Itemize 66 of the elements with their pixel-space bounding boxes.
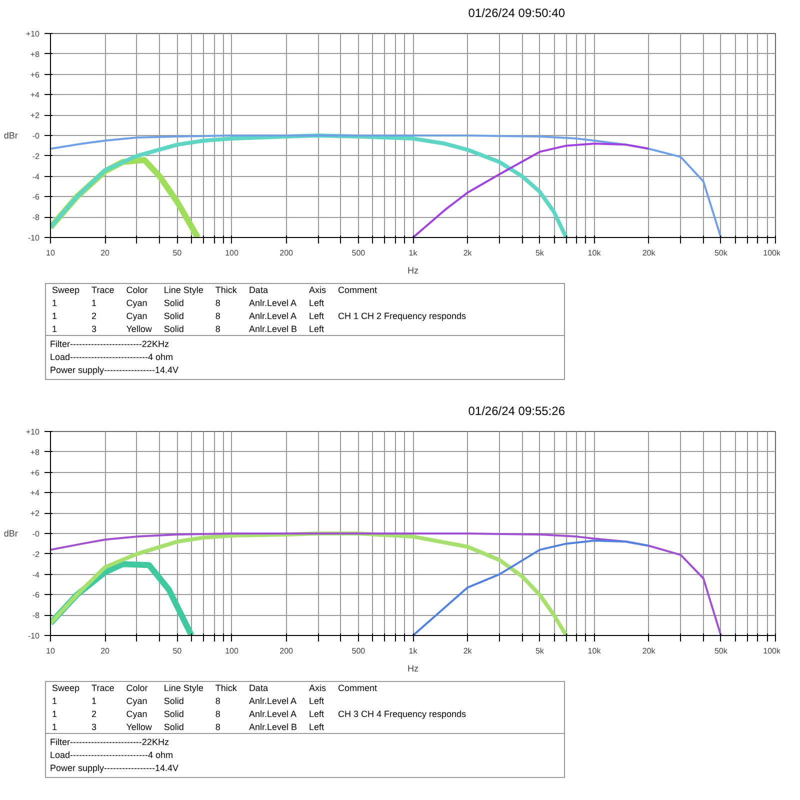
text: 1 2 Cyan Solid 8 Anlr.Level A Left CH 1 CH 2 Frequency responds — [52, 310, 466, 321]
y-tick-label: -6 — [32, 192, 40, 202]
text: 1 3 Yellow Solid 8 Anlr.Level B Left — [52, 722, 324, 732]
chart-title: 01/26/24 09:50:40 — [467, 5, 565, 22]
x-tick-label: 10 — [46, 646, 56, 656]
y-axis-title: dBr — [4, 528, 18, 538]
x-tick-label: 20 — [100, 646, 110, 656]
y-axis-title: dBr — [4, 130, 18, 140]
x-tick-label: 100 — [225, 248, 239, 258]
text: Sweep Trace Color Line Style Thick Data Axis Comment — [52, 285, 377, 295]
x-tick-label: 5k — [535, 646, 545, 656]
x-tick-label: 50k — [714, 646, 728, 656]
text: 1 3 Yellow Solid 8 Anlr.Level B Left — [52, 324, 324, 334]
y-tick-label: -4 — [32, 570, 40, 580]
x-tick-label: 2k — [463, 248, 473, 258]
y-tick-label: +10 — [26, 30, 40, 38]
y-tick-label: -8 — [32, 213, 40, 222]
x-tick-label: 20k — [642, 646, 656, 656]
y-tick-label: +2 — [30, 111, 40, 120]
text: 1 1 Cyan Solid 8 Anlr.Level A Left — [52, 298, 324, 308]
x-tick-label: 50 — [172, 248, 182, 258]
text: Power supply-----------------14.4V — [50, 365, 178, 376]
x-axis-title: Hz — [408, 664, 419, 674]
x-tick-label: 200 — [280, 248, 294, 258]
text: Filter------------------------22KHz — [50, 339, 169, 350]
x-tick-label: 10k — [588, 248, 602, 258]
y-tick-label: -2 — [32, 152, 40, 161]
x-axis-title: Hz — [408, 266, 419, 276]
x-tick-label: 100 — [225, 646, 239, 656]
x-tick-label: 1k — [408, 248, 418, 258]
text: Load--------------------------4 ohm — [50, 750, 173, 760]
x-tick-label: 10k — [588, 646, 602, 656]
y-tick-label: +6 — [30, 70, 40, 80]
x-tick-label: 10 — [46, 248, 56, 258]
y-tick-label: +4 — [30, 90, 40, 100]
text: Sweep Trace Color Line Style Thick Data Axis Comment — [52, 683, 377, 693]
x-tick-label: 50k — [714, 248, 728, 258]
chart-title: 01/26/24 09:55:26 — [467, 403, 565, 420]
x-tick-label: 2k — [463, 646, 473, 656]
text: Load--------------------------4 ohm — [50, 352, 173, 362]
x-tick-label: 1k — [408, 646, 418, 656]
x-tick-label: 5k — [535, 248, 545, 258]
y-tick-label: -8 — [32, 611, 40, 620]
y-tick-label: +10 — [26, 428, 40, 436]
text: 1 2 Cyan Solid 8 Anlr.Level A Left CH 3 CH 4 Frequency responds — [52, 708, 466, 719]
y-tick-label: -2 — [32, 550, 40, 559]
y-tick-label: -0 — [32, 530, 40, 538]
x-tick-label: 200 — [280, 646, 294, 656]
y-tick-label: -0 — [32, 132, 40, 140]
x-tick-label: 500 — [352, 646, 366, 656]
y-tick-label: +6 — [30, 468, 40, 478]
x-tick-label: 20k — [642, 248, 656, 258]
y-tick-label: +8 — [30, 448, 40, 457]
text: Power supply-----------------14.4V — [50, 763, 178, 774]
x-tick-label: 500 — [352, 248, 366, 258]
y-tick-label: -6 — [32, 590, 40, 600]
y-tick-label: -10 — [28, 234, 40, 242]
y-tick-label: +8 — [30, 50, 40, 59]
text: 1 1 Cyan Solid 8 Anlr.Level A Left — [52, 696, 324, 706]
y-tick-label: +4 — [30, 488, 40, 498]
y-tick-label: -4 — [32, 172, 40, 182]
text: Filter------------------------22KHz — [50, 737, 169, 748]
x-tick-label: 20 — [100, 248, 110, 258]
y-tick-label: +2 — [30, 509, 40, 518]
x-tick-label: 50 — [172, 646, 182, 656]
y-tick-label: -10 — [28, 632, 40, 640]
